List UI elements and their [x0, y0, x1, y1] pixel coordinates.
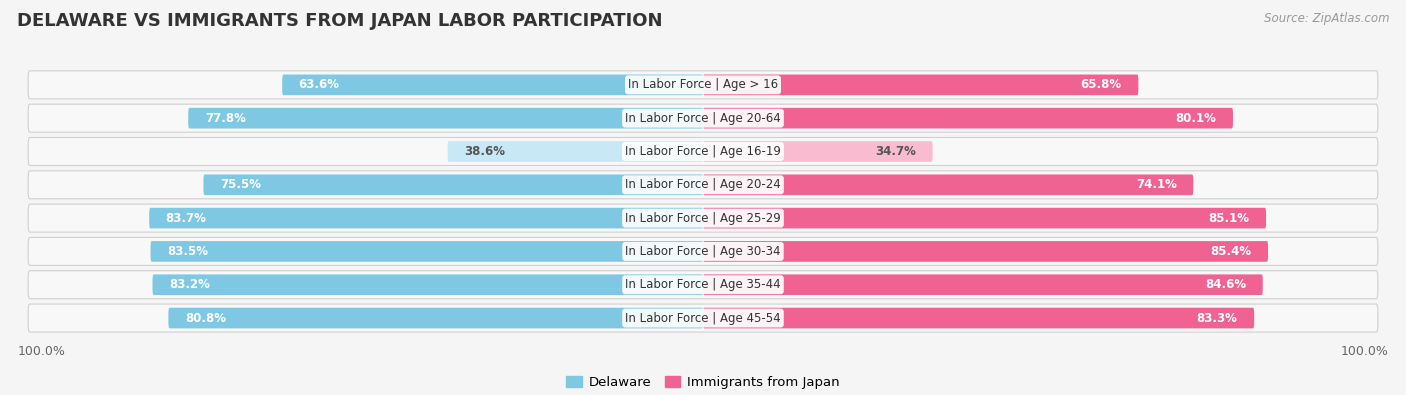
- Text: In Labor Force | Age 25-29: In Labor Force | Age 25-29: [626, 212, 780, 225]
- Text: 77.8%: 77.8%: [205, 112, 246, 125]
- Text: 83.7%: 83.7%: [166, 212, 207, 225]
- FancyBboxPatch shape: [703, 308, 1254, 328]
- FancyBboxPatch shape: [703, 208, 1265, 228]
- Text: 74.1%: 74.1%: [1136, 178, 1177, 191]
- Text: 38.6%: 38.6%: [464, 145, 505, 158]
- FancyBboxPatch shape: [152, 275, 703, 295]
- Text: In Labor Force | Age 30-34: In Labor Force | Age 30-34: [626, 245, 780, 258]
- FancyBboxPatch shape: [447, 141, 703, 162]
- FancyBboxPatch shape: [28, 104, 1378, 132]
- Text: 84.6%: 84.6%: [1205, 278, 1246, 291]
- FancyBboxPatch shape: [28, 137, 1378, 166]
- Text: Source: ZipAtlas.com: Source: ZipAtlas.com: [1264, 12, 1389, 25]
- Text: 80.8%: 80.8%: [186, 312, 226, 325]
- FancyBboxPatch shape: [28, 171, 1378, 199]
- Text: 83.5%: 83.5%: [167, 245, 208, 258]
- Text: DELAWARE VS IMMIGRANTS FROM JAPAN LABOR PARTICIPATION: DELAWARE VS IMMIGRANTS FROM JAPAN LABOR …: [17, 12, 662, 30]
- FancyBboxPatch shape: [703, 141, 932, 162]
- Text: 83.3%: 83.3%: [1197, 312, 1237, 325]
- Text: In Labor Force | Age 20-24: In Labor Force | Age 20-24: [626, 178, 780, 191]
- Text: 65.8%: 65.8%: [1081, 78, 1122, 91]
- Text: In Labor Force | Age 45-54: In Labor Force | Age 45-54: [626, 312, 780, 325]
- FancyBboxPatch shape: [28, 237, 1378, 265]
- FancyBboxPatch shape: [703, 275, 1263, 295]
- FancyBboxPatch shape: [204, 175, 703, 195]
- FancyBboxPatch shape: [703, 175, 1194, 195]
- Text: In Labor Force | Age 16-19: In Labor Force | Age 16-19: [626, 145, 780, 158]
- FancyBboxPatch shape: [703, 75, 1139, 95]
- Text: In Labor Force | Age 35-44: In Labor Force | Age 35-44: [626, 278, 780, 291]
- Text: 80.1%: 80.1%: [1175, 112, 1216, 125]
- FancyBboxPatch shape: [150, 241, 703, 262]
- FancyBboxPatch shape: [169, 308, 703, 328]
- FancyBboxPatch shape: [28, 204, 1378, 232]
- FancyBboxPatch shape: [149, 208, 703, 228]
- Text: 85.4%: 85.4%: [1211, 245, 1251, 258]
- FancyBboxPatch shape: [703, 241, 1268, 262]
- FancyBboxPatch shape: [28, 304, 1378, 332]
- Text: 75.5%: 75.5%: [219, 178, 262, 191]
- Legend: Delaware, Immigrants from Japan: Delaware, Immigrants from Japan: [561, 371, 845, 394]
- Text: 34.7%: 34.7%: [875, 145, 917, 158]
- Text: 85.1%: 85.1%: [1209, 212, 1250, 225]
- Text: In Labor Force | Age 20-64: In Labor Force | Age 20-64: [626, 112, 780, 125]
- FancyBboxPatch shape: [703, 108, 1233, 128]
- Text: 63.6%: 63.6%: [298, 78, 340, 91]
- FancyBboxPatch shape: [188, 108, 703, 128]
- FancyBboxPatch shape: [28, 271, 1378, 299]
- Text: 83.2%: 83.2%: [169, 278, 209, 291]
- FancyBboxPatch shape: [283, 75, 703, 95]
- Text: In Labor Force | Age > 16: In Labor Force | Age > 16: [628, 78, 778, 91]
- FancyBboxPatch shape: [28, 71, 1378, 99]
